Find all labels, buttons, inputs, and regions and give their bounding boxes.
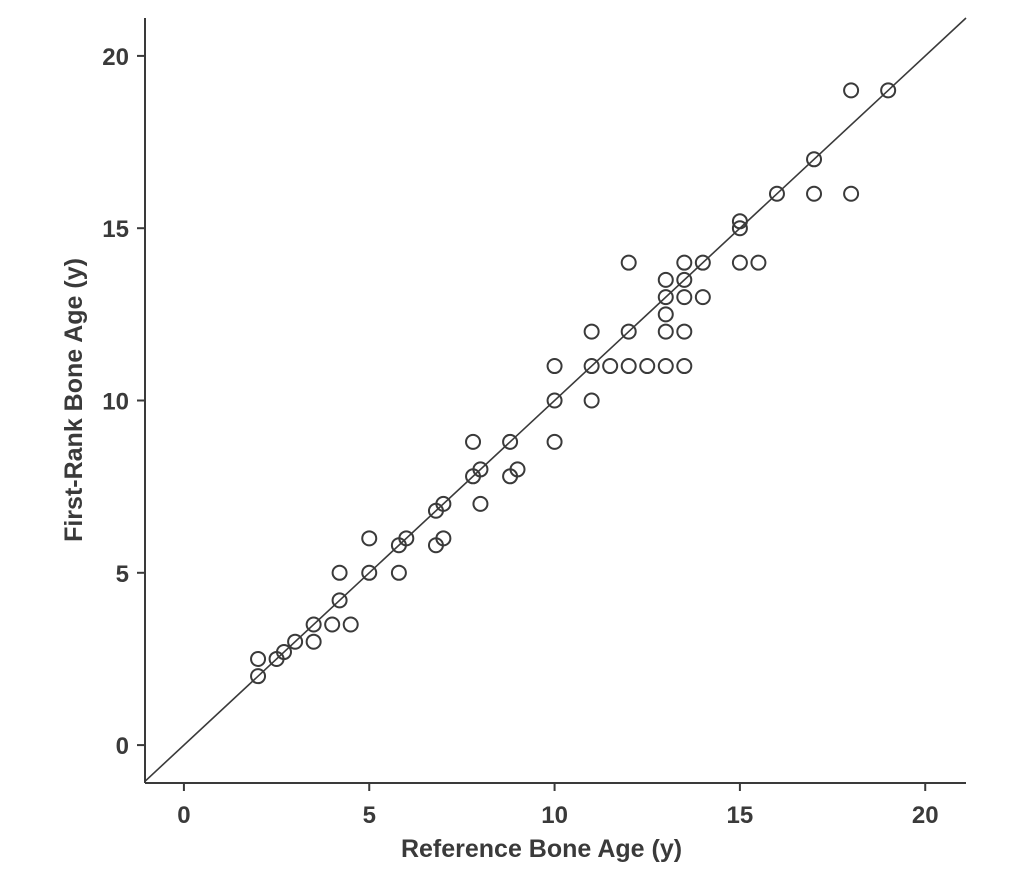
data-point xyxy=(731,213,748,230)
data-point xyxy=(657,271,674,288)
data-point xyxy=(509,461,526,478)
data-point xyxy=(398,530,415,547)
y-tick-label: 10 xyxy=(102,389,129,416)
data-point xyxy=(250,650,267,667)
data-point xyxy=(472,461,489,478)
data-point xyxy=(676,358,693,375)
data-point xyxy=(342,616,359,633)
x-tick-label: 5 xyxy=(363,802,376,829)
data-point xyxy=(806,185,823,202)
data-point xyxy=(331,592,348,609)
data-point xyxy=(768,185,785,202)
data-point xyxy=(620,254,637,271)
data-point xyxy=(620,358,637,375)
x-tick-label: 20 xyxy=(912,802,939,829)
x-tick-label: 0 xyxy=(177,802,190,829)
data-point xyxy=(287,633,304,650)
data-point xyxy=(676,323,693,340)
data-point xyxy=(657,289,674,306)
data-point xyxy=(435,530,452,547)
data-point xyxy=(657,358,674,375)
data-point xyxy=(305,616,322,633)
data-point xyxy=(657,323,674,340)
x-tick-label: 10 xyxy=(541,802,568,829)
y-tick-label: 15 xyxy=(102,216,129,243)
data-point xyxy=(583,323,600,340)
data-point xyxy=(305,633,322,650)
y-axis-title: First-Rank Bone Age (y) xyxy=(60,258,88,542)
y-tick-label: 5 xyxy=(116,561,129,588)
data-point xyxy=(361,564,378,581)
data-point xyxy=(694,289,711,306)
data-point xyxy=(435,495,452,512)
data-point xyxy=(731,220,748,237)
data-point xyxy=(546,433,563,450)
x-axis-title: Reference Bone Age (y) xyxy=(401,835,682,863)
points-layer xyxy=(250,82,897,685)
data-point xyxy=(694,254,711,271)
data-point xyxy=(620,323,637,340)
data-point xyxy=(676,254,693,271)
data-point xyxy=(331,564,348,581)
data-point xyxy=(465,433,482,450)
data-point xyxy=(676,289,693,306)
data-point xyxy=(472,495,489,512)
data-point xyxy=(602,358,619,375)
data-point xyxy=(546,392,563,409)
data-point xyxy=(250,668,267,685)
data-point xyxy=(390,564,407,581)
y-tick-label: 0 xyxy=(116,733,129,760)
data-point xyxy=(657,306,674,323)
y-tick-label: 20 xyxy=(102,44,129,71)
data-point xyxy=(583,392,600,409)
data-point xyxy=(843,82,860,99)
data-point xyxy=(546,358,563,375)
data-point xyxy=(806,151,823,168)
data-point xyxy=(676,271,693,288)
data-point xyxy=(880,82,897,99)
data-point xyxy=(502,433,519,450)
data-point xyxy=(750,254,767,271)
data-point xyxy=(639,358,656,375)
data-point xyxy=(324,616,341,633)
identity-line xyxy=(144,17,967,782)
x-tick-label: 15 xyxy=(727,802,754,829)
data-point xyxy=(731,254,748,271)
ticks-layer: 0 5 10 15 20 0 5 10 15 20 xyxy=(102,44,938,829)
data-point xyxy=(275,644,292,661)
data-point xyxy=(843,185,860,202)
data-point xyxy=(583,358,600,375)
data-point xyxy=(361,530,378,547)
